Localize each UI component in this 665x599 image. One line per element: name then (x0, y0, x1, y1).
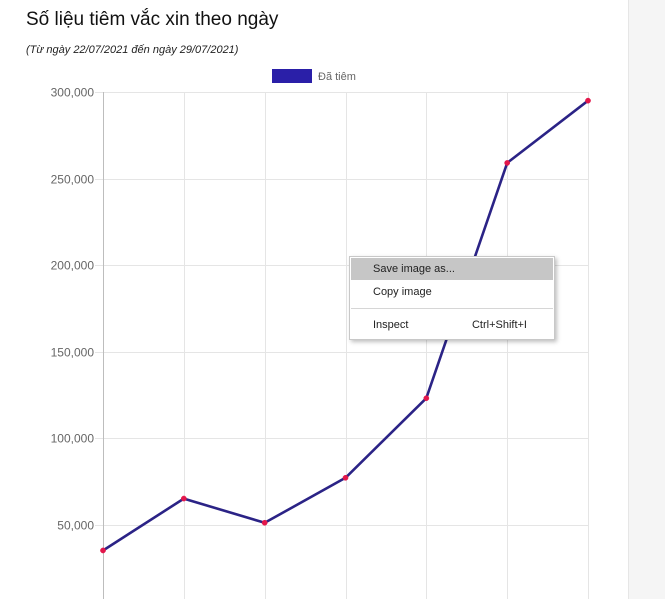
menu-item-shortcut: Ctrl+Shift+I (471, 319, 527, 331)
y-tick-label: 300,000 (51, 86, 95, 100)
line-chart[interactable]: 50,000 100,000 150,000 200,000 250,000 300,00… (0, 0, 628, 599)
legend-label: Đã tiêm (318, 71, 356, 83)
data-point (100, 547, 106, 554)
menu-item-label: Inspect (373, 319, 409, 331)
context-menu: Save image as... Copy image Inspect Ctrl… (349, 256, 555, 340)
y-tick-label: 200,000 (51, 259, 95, 273)
menu-item-label: Copy image (373, 286, 432, 298)
menu-item-save-image[interactable]: Save image as... (351, 258, 553, 280)
page-subtitle: (Từ ngày 22/07/2021 đến ngày 29/07/2021) (26, 44, 239, 56)
menu-item-copy-image[interactable]: Copy image (351, 281, 553, 303)
menu-item-inspect[interactable]: Inspect Ctrl+Shift+I (351, 314, 553, 336)
y-tick-label: 250,000 (51, 173, 95, 187)
menu-separator (351, 308, 553, 309)
legend-swatch (272, 69, 312, 83)
menu-item-label: Save image as... (373, 263, 455, 275)
data-point (585, 97, 591, 104)
y-tick-label: 150,000 (51, 346, 95, 360)
data-point (261, 519, 268, 526)
y-tick-label: 100,000 (51, 432, 95, 446)
data-point (423, 395, 430, 402)
y-tick-label: 50,000 (57, 519, 94, 533)
data-point (504, 160, 511, 166)
page-title: Số liệu tiêm vắc xin theo ngày (26, 9, 279, 30)
data-point (342, 474, 349, 481)
data-point (180, 495, 187, 502)
